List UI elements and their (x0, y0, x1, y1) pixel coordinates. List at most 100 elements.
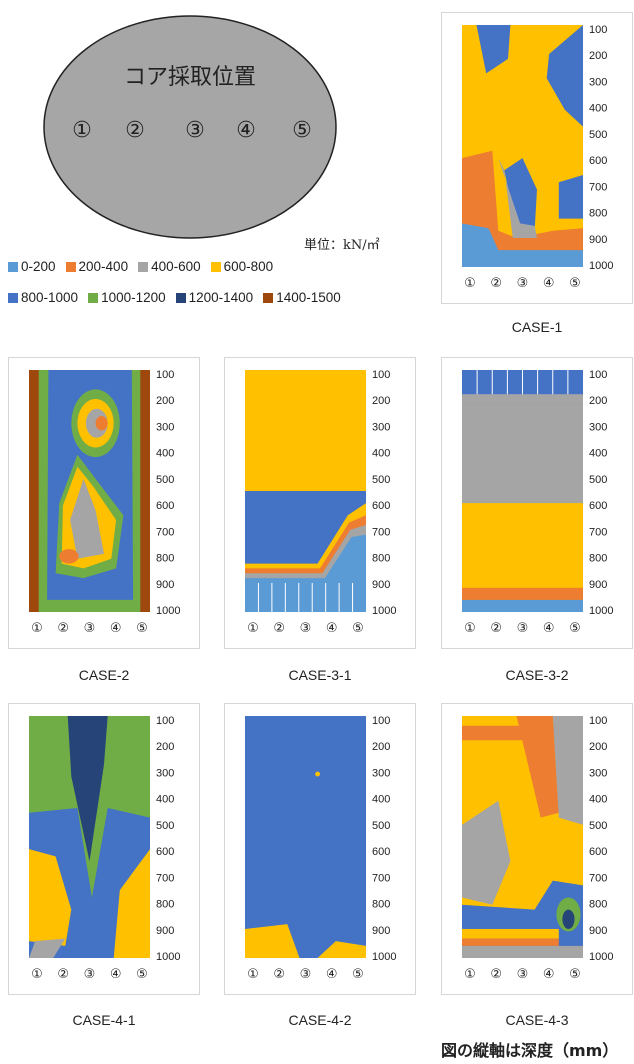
depth-tick-label: 200 (156, 395, 174, 407)
legend-swatch (138, 261, 149, 272)
legend-swatch (88, 292, 99, 303)
position-tick-label: ② (57, 621, 69, 636)
case-3-1-panel: 100 200 300 400 500 600 700 800 900 1000 ① ② ③ ④ ⑤ (224, 357, 416, 649)
position-tick-label: ① (247, 621, 259, 636)
case-2-caption: CASE-2 (78, 667, 130, 683)
legend-swatch (210, 261, 221, 272)
legend-label: 800-1000 (21, 290, 79, 305)
position-tick-label: ④ (543, 967, 555, 982)
legend-item: 1400-1500 (263, 290, 341, 305)
depth-tick-label: 500 (156, 820, 174, 832)
depth-tick-label: 400 (589, 448, 607, 460)
position-tick-label: ③ (300, 621, 312, 636)
depth-tick-label: 1000 (589, 951, 613, 963)
depth-tick-label: 900 (372, 925, 390, 937)
position-tick-label: ① (247, 967, 259, 982)
position-tick-label: ② (273, 621, 285, 636)
position-tick-label: ③ (517, 276, 529, 291)
depth-tick-label: 300 (589, 76, 607, 88)
depth-tick-label: 400 (156, 794, 174, 806)
legend-swatch (8, 292, 18, 303)
position-tick-label: ⑤ (352, 621, 364, 636)
depth-tick-label: 200 (589, 741, 607, 753)
depth-tick-label: 800 (156, 553, 174, 565)
unit-label: 単位：kN/㎡ (304, 238, 380, 253)
case-4-2-panel: 100 200 300 400 500 600 700 800 900 1000 ① ② ③ ④ ⑤ (224, 703, 416, 995)
legend-swatch (175, 292, 186, 303)
position-tick-label: ② (490, 276, 502, 291)
depth-tick-label: 1000 (156, 605, 180, 617)
depth-tick-label: 300 (372, 421, 390, 433)
contour-region (29, 849, 72, 946)
contour-region (552, 716, 583, 825)
case-4-3-contour: 100 200 300 400 500 600 700 800 900 1000 ① ② ③ ④ ⑤ (462, 715, 613, 982)
position-tick-label: ④ (110, 967, 122, 982)
contour-region (245, 716, 366, 958)
case-1-panel: 100 200 300 400 500 600 700 800 900 1000 ① ② ③ ④ ⑤ (441, 12, 633, 304)
case-4-3-panel: 100 200 300 400 500 600 700 800 900 1000 ① ② ③ ④ ⑤ (441, 703, 633, 995)
depth-tick-label: 300 (589, 767, 607, 779)
depth-tick-label: 100 (156, 715, 174, 727)
position-tick-label: ⑤ (569, 276, 581, 291)
contour-region (59, 549, 79, 564)
contour-region (462, 599, 583, 612)
position-tick-label: ① (464, 967, 476, 982)
depth-tick-label: 900 (589, 925, 607, 937)
case-2-panel: 100 200 300 400 500 600 700 800 900 1000 ① ② ③ ④ ⑤ (8, 357, 200, 649)
depth-tick-label: 700 (156, 526, 174, 538)
legend-label: 1400-1500 (276, 290, 341, 305)
case-4-2-caption: CASE-4-2 (288, 1012, 352, 1028)
legend-item: 400-600 (138, 259, 201, 274)
position-tick-label: ③ (517, 621, 529, 636)
contour-region (317, 941, 366, 958)
case-3-2-panel: 100 200 300 400 500 600 700 800 900 1000 ① ② ③ ④ ⑤ (441, 357, 633, 649)
depth-tick-label: 200 (372, 395, 390, 407)
position-tick-label: ① (31, 967, 43, 982)
depth-tick-label: 800 (589, 553, 607, 565)
case-3-1-contour: 100 200 300 400 500 600 700 800 900 1000 ① ② ③ ④ ⑤ (245, 369, 396, 636)
position-tick-label: ② (57, 967, 69, 982)
position-tick-label: ③ (84, 621, 96, 636)
legend-item: 1200-1400 (175, 290, 253, 305)
depth-tick-label: 200 (589, 50, 607, 62)
depth-tick-label: 100 (589, 369, 607, 381)
depth-tick-label: 900 (156, 925, 174, 937)
contour-region (113, 849, 150, 958)
depth-tick-label: 500 (156, 474, 174, 486)
legend-label: 1000-1200 (101, 290, 166, 305)
contour-region (462, 928, 559, 939)
depth-tick-label: 700 (372, 872, 390, 884)
core-circle (43, 15, 337, 239)
legend-row-1: 0-200 200-400 400-600 600-800 (8, 259, 283, 274)
position-tick-label: ③ (84, 967, 96, 982)
contour-region (67, 716, 108, 862)
depth-tick-label: 600 (372, 846, 390, 858)
depth-tick-label: 400 (372, 448, 390, 460)
depth-tick-label: 500 (372, 474, 390, 486)
position-tick-label: ④ (543, 621, 555, 636)
position-tick-label: ② (490, 967, 502, 982)
legend-item: 0-200 (8, 259, 56, 274)
depth-tick-label: 100 (589, 24, 607, 36)
depth-tick-label: 600 (589, 155, 607, 167)
depth-tick-label: 1000 (589, 605, 613, 617)
depth-tick-label: 600 (589, 846, 607, 858)
depth-tick-label: 300 (589, 421, 607, 433)
depth-tick-label: 500 (589, 129, 607, 141)
depth-tick-label: 500 (372, 820, 390, 832)
depth-tick-label: 500 (589, 474, 607, 486)
contour-region (462, 394, 583, 404)
depth-tick-label: 600 (589, 500, 607, 512)
contour-region (70, 478, 104, 559)
case-3-1-caption: CASE-3-1 (288, 667, 352, 683)
case-4-1-caption: CASE-4-1 (72, 1012, 136, 1028)
position-tick-label: ⑤ (136, 621, 148, 636)
position-tick-label: ① (464, 276, 476, 291)
depth-tick-label: 800 (372, 553, 390, 565)
position-tick-label: ⑤ (569, 967, 581, 982)
contour-region (504, 158, 537, 231)
core-position-1: ① (72, 118, 92, 143)
depth-tick-label: 100 (156, 369, 174, 381)
contour-region (462, 403, 583, 504)
contour-region (546, 25, 583, 127)
